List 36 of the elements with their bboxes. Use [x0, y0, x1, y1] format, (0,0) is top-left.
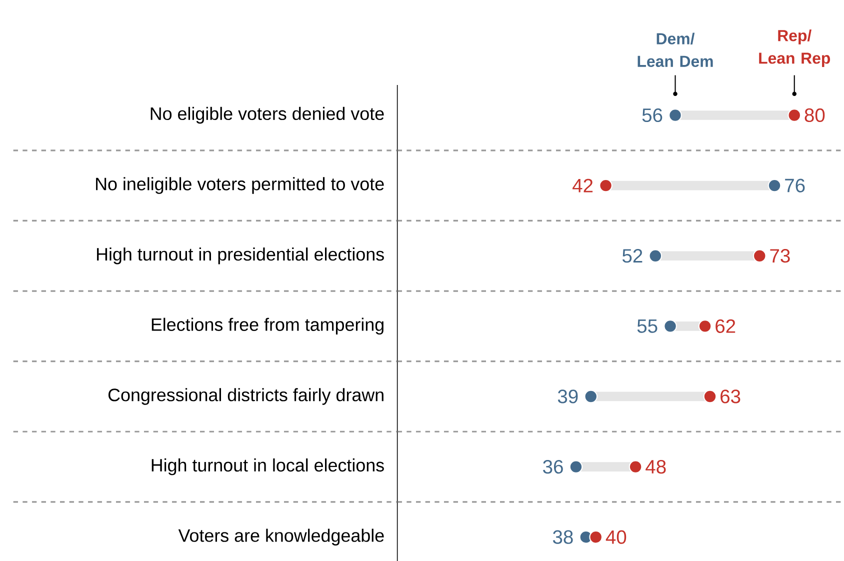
- point: [703, 390, 717, 404]
- data-label: 52: [622, 249, 642, 263]
- y-tick-label: Elections free from tampering: [152, 318, 384, 335]
- data-label: 36: [543, 460, 563, 474]
- point: [788, 108, 802, 122]
- data-label: 42: [572, 178, 593, 192]
- y-tick-label: High turnout in presidential elections: [97, 247, 384, 264]
- point: [628, 460, 642, 474]
- point: [752, 249, 766, 263]
- y-tick-label: No eligible voters denied vote: [150, 106, 384, 124]
- y-tick-label: No ineligible voters permitted to vote: [96, 177, 384, 194]
- y-tick-label: Congressional districts fairly drawn: [108, 388, 384, 405]
- point: [698, 320, 712, 333]
- text: Rep/ Lean Rep: [759, 30, 830, 67]
- data-label: 39: [558, 390, 578, 404]
- y-tick-label: High turnout in local elections: [152, 458, 384, 476]
- data-label: 73: [770, 249, 790, 263]
- point: [584, 390, 598, 404]
- point: [589, 530, 603, 544]
- data-label: 76: [785, 178, 805, 192]
- data-label: 63: [720, 390, 740, 404]
- data-label: 48: [646, 460, 666, 474]
- point: [648, 249, 662, 263]
- data-label: 40: [606, 530, 626, 544]
- point: [569, 460, 583, 474]
- text: Dem/ Lean Dem: [638, 32, 713, 67]
- point: [668, 108, 682, 122]
- point: [599, 178, 612, 192]
- data-label: 55: [637, 319, 658, 333]
- data-label: 38: [552, 530, 573, 544]
- data-label: 80: [804, 108, 825, 122]
- data-label: 56: [642, 108, 662, 122]
- point: [664, 320, 677, 333]
- point: [768, 178, 782, 192]
- y-tick-label: Voters are knowledgeable: [178, 528, 384, 546]
- data-label: 62: [716, 319, 736, 333]
